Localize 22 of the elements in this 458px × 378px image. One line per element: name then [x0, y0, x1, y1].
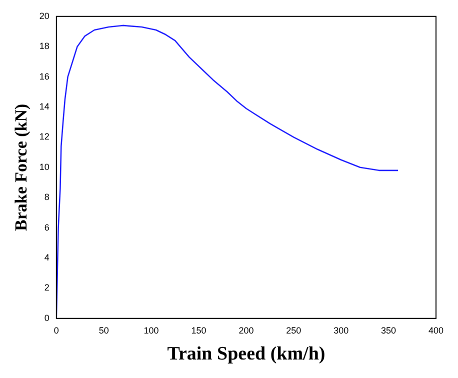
y-tick-label: 14 [39, 101, 50, 112]
y-axis-title: Brake Force (kN) [12, 104, 31, 231]
y-tick-label: 18 [39, 41, 50, 52]
y-tick-label: 2 [44, 282, 50, 293]
y-tick-label: 16 [39, 71, 50, 82]
y-tick-label: 4 [44, 252, 50, 262]
x-tick-label: 0 [54, 325, 59, 336]
x-tick-label: 100 [144, 325, 159, 336]
x-tick-label: 350 [381, 325, 396, 336]
x-tick-label: 200 [238, 325, 254, 336]
y-tick-label: 6 [44, 222, 50, 232]
y-tick-label: 12 [39, 132, 50, 142]
x-tick-label: 250 [286, 325, 302, 336]
y-tick-label: 0 [44, 312, 50, 323]
x-axis-title: Train Speed (km/h) [167, 344, 326, 365]
x-tick-label: 300 [334, 325, 349, 336]
x-tick-label: 150 [191, 325, 206, 336]
x-tick-label: 400 [428, 325, 444, 336]
y-tick-label: 10 [39, 162, 50, 172]
x-tick-label: 50 [98, 325, 109, 336]
y-tick-label: 20 [39, 10, 50, 21]
y-tick-label: 8 [44, 192, 50, 202]
